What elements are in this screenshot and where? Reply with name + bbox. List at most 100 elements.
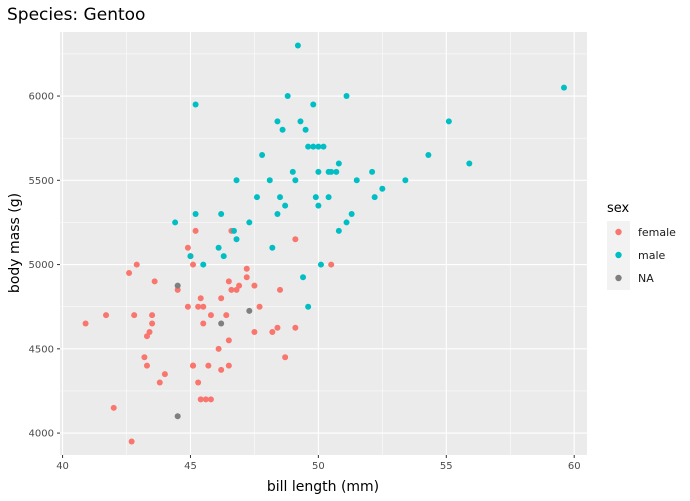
- point-female: [215, 345, 222, 352]
- point-female: [243, 274, 250, 281]
- point-male: [266, 177, 273, 184]
- point-female: [328, 261, 335, 268]
- y-tick-label: 5000: [29, 260, 54, 271]
- y-axis-ticks: 4000 4500 5000 5500 6000: [29, 92, 60, 440]
- point-male: [310, 143, 317, 150]
- point-na: [246, 307, 253, 314]
- point-male: [320, 143, 327, 150]
- point-female: [243, 265, 250, 272]
- x-tick-label: 55: [440, 461, 453, 472]
- point-na: [174, 282, 181, 289]
- point-male: [230, 227, 237, 234]
- point-female: [146, 328, 153, 335]
- minor-gridlines: [60, 32, 587, 455]
- point-female: [149, 312, 156, 319]
- point-na: [174, 413, 181, 420]
- point-male: [233, 177, 240, 184]
- point-male: [220, 253, 227, 260]
- point-male: [172, 219, 179, 226]
- x-tick-label: 60: [568, 461, 581, 472]
- point-female: [277, 286, 284, 293]
- point-female: [200, 303, 207, 310]
- x-axis-ticks: 40 45 50 55 60: [56, 455, 581, 472]
- y-tick-label: 5500: [29, 176, 54, 187]
- point-female: [207, 312, 214, 319]
- point-female: [269, 328, 276, 335]
- point-male: [560, 84, 567, 91]
- point-male: [282, 202, 289, 209]
- chart-title: Species: Gentoo: [7, 5, 145, 25]
- point-female: [251, 282, 258, 289]
- point-male: [315, 202, 322, 209]
- point-female: [218, 366, 225, 373]
- point-female: [200, 320, 207, 327]
- point-male: [294, 42, 301, 49]
- point-male: [253, 194, 260, 201]
- point-female: [195, 303, 202, 310]
- point-female: [184, 303, 191, 310]
- legend-key-male: [615, 251, 622, 259]
- point-male: [315, 143, 322, 150]
- point-male: [325, 194, 332, 201]
- point-male: [274, 118, 281, 125]
- point-male: [269, 244, 276, 251]
- point-female: [126, 269, 133, 276]
- point-male: [200, 261, 207, 268]
- point-na: [218, 320, 225, 327]
- point-male: [289, 168, 296, 175]
- legend-key-na: [615, 274, 622, 282]
- x-tick-label: 40: [56, 461, 69, 472]
- point-male: [312, 194, 319, 201]
- y-tick-label: 6000: [29, 92, 54, 103]
- point-male: [328, 168, 335, 175]
- point-male: [218, 211, 225, 218]
- plot-panel: [60, 32, 587, 455]
- point-female: [197, 295, 204, 302]
- point-female: [207, 396, 214, 403]
- point-female: [156, 379, 163, 386]
- point-male: [402, 177, 409, 184]
- point-male: [305, 143, 312, 150]
- point-female: [225, 337, 232, 344]
- point-male: [192, 101, 199, 108]
- point-male: [445, 118, 452, 125]
- point-female: [128, 438, 135, 445]
- x-axis-title: bill length (mm): [267, 479, 379, 495]
- point-female: [184, 244, 191, 251]
- point-male: [292, 177, 299, 184]
- point-male: [353, 177, 360, 184]
- point-male: [233, 236, 240, 243]
- point-male: [348, 211, 355, 218]
- point-female: [292, 324, 299, 331]
- x-tick-label: 50: [312, 461, 325, 472]
- point-female: [151, 278, 158, 285]
- point-male: [333, 168, 340, 175]
- point-female: [197, 396, 204, 403]
- point-male: [274, 211, 281, 218]
- point-female: [292, 236, 299, 243]
- point-male: [335, 160, 342, 167]
- legend-label-na: NA: [638, 272, 654, 285]
- point-female: [149, 320, 156, 327]
- point-female: [192, 227, 199, 234]
- point-male: [284, 93, 291, 100]
- legend-label-female: female: [638, 226, 676, 239]
- point-female: [131, 312, 138, 319]
- point-male: [343, 93, 350, 100]
- point-male: [335, 227, 342, 234]
- point-female: [228, 286, 235, 293]
- legend-title: sex: [607, 201, 630, 216]
- point-female: [103, 312, 110, 319]
- point-female: [195, 379, 202, 386]
- point-male: [379, 185, 386, 192]
- point-female: [143, 362, 150, 369]
- y-tick-label: 4000: [29, 429, 54, 440]
- y-tick-label: 4500: [29, 344, 54, 355]
- y-axis-title: body mass (g): [7, 193, 23, 293]
- point-female: [282, 354, 289, 361]
- point-female: [110, 404, 117, 411]
- point-female: [225, 278, 232, 285]
- point-male: [302, 126, 309, 133]
- point-male: [425, 152, 432, 159]
